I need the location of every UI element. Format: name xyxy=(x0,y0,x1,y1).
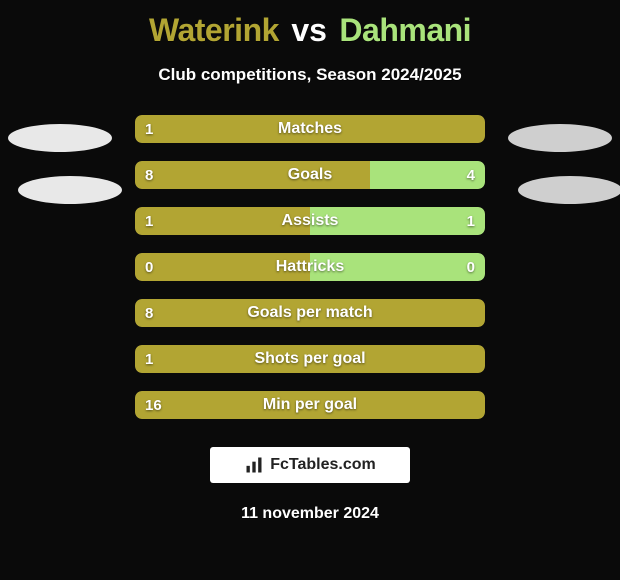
brand-text: FcTables.com xyxy=(270,456,376,474)
stat-bar: 00Hattricks xyxy=(135,253,485,281)
bar-label: Goals per match xyxy=(135,299,485,327)
stat-bar: 1Matches xyxy=(135,115,485,143)
decorative-ellipse xyxy=(8,124,112,152)
bar-label: Hattricks xyxy=(135,253,485,281)
bar-label: Shots per goal xyxy=(135,345,485,373)
stat-bar: 8Goals per match xyxy=(135,299,485,327)
decorative-ellipse xyxy=(508,124,612,152)
decorative-ellipse xyxy=(518,176,620,204)
stat-bar: 84Goals xyxy=(135,161,485,189)
stat-bar: 11Assists xyxy=(135,207,485,235)
stat-bar: 1Shots per goal xyxy=(135,345,485,373)
stat-bar: 16Min per goal xyxy=(135,391,485,419)
stat-bars: 1Matches 84Goals 11Assists 00Hattricks 8Goal… xyxy=(0,115,620,419)
bar-label: Goals xyxy=(135,161,485,189)
bar-label: Min per goal xyxy=(135,391,485,419)
chart-icon xyxy=(244,455,264,475)
bar-label: Matches xyxy=(135,115,485,143)
card-title: Waterink vs Dahmani xyxy=(0,0,620,49)
decorative-ellipse xyxy=(18,176,122,204)
vs-label: vs xyxy=(283,12,335,48)
comparison-card: Waterink vs Dahmani Club competitions, S… xyxy=(0,0,620,580)
footer-date: 11 november 2024 xyxy=(0,505,620,523)
brand-badge: FcTables.com xyxy=(210,447,410,483)
player2-name: Dahmani xyxy=(339,12,471,48)
bar-label: Assists xyxy=(135,207,485,235)
subtitle: Club competitions, Season 2024/2025 xyxy=(0,65,620,85)
player1-name: Waterink xyxy=(149,12,279,48)
